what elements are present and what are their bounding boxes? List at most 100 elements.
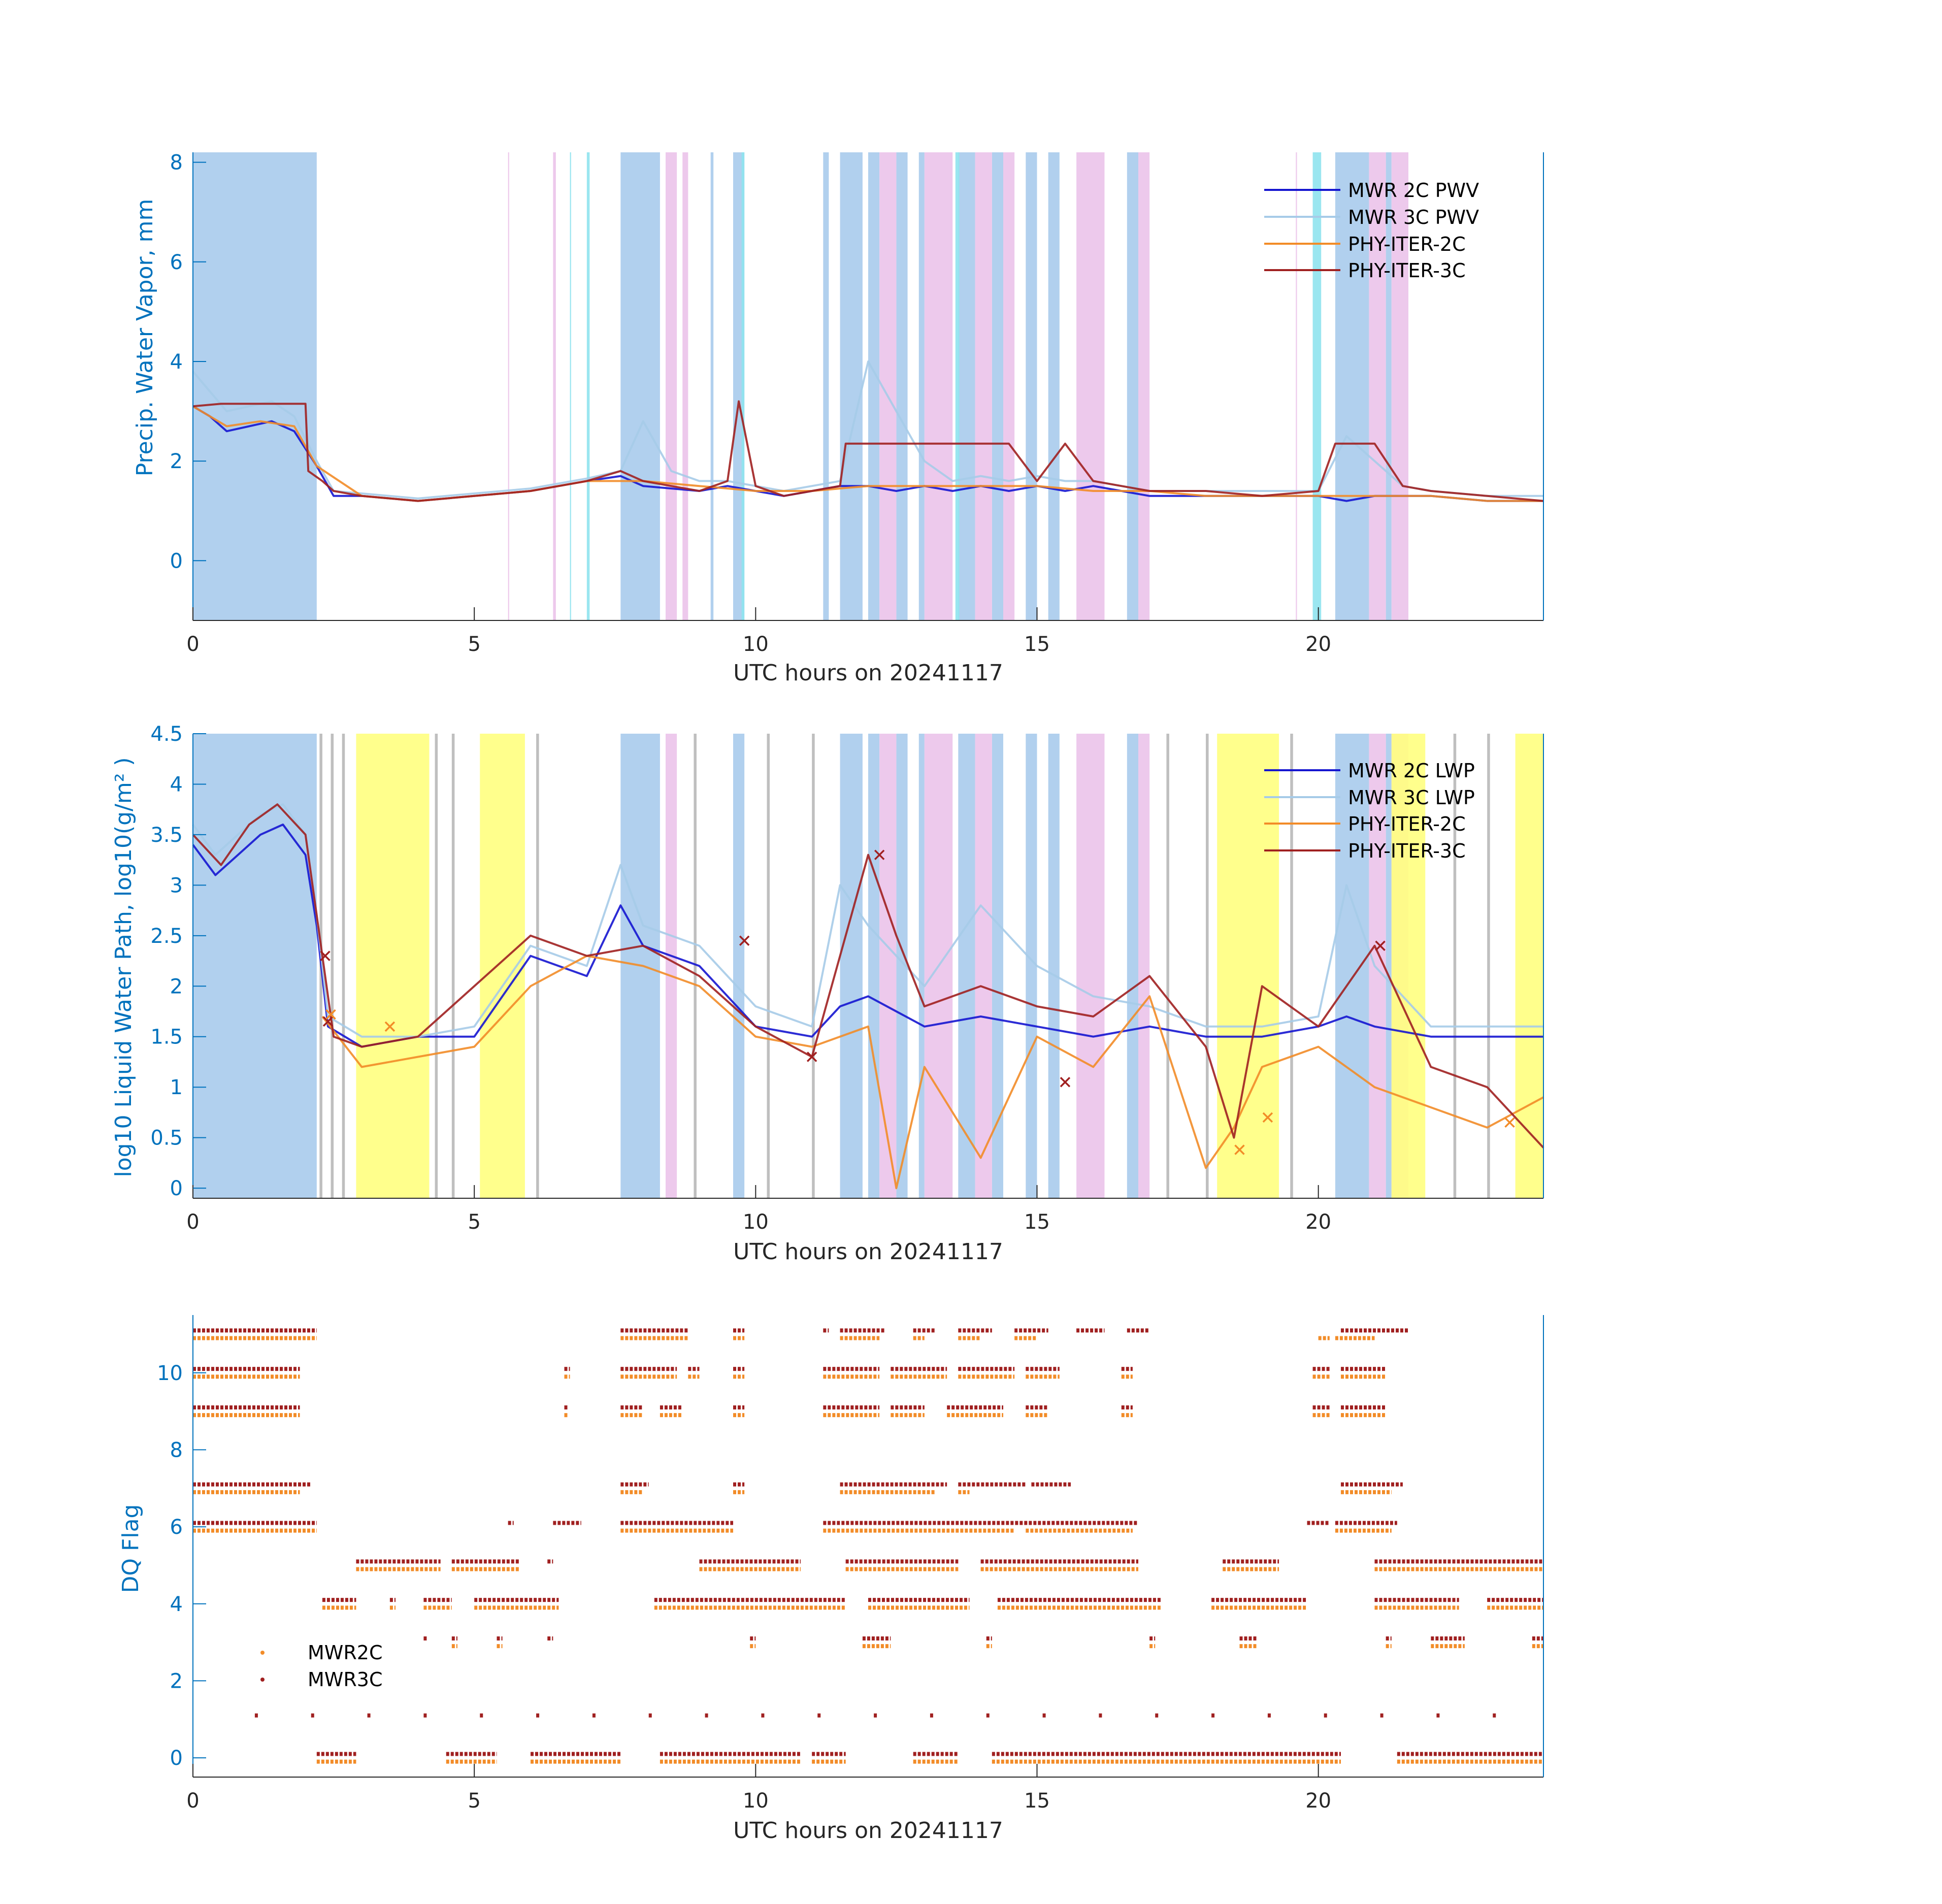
pwv-band-pink-5 [924,152,953,620]
pwv-band-blue-12 [1048,152,1060,620]
lwp-x-tick-label-1: 5 [468,1210,480,1234]
lwp-band-yellow-3 [1391,734,1426,1198]
pwv-band-pink-2 [666,152,677,620]
lwp-band-gray-10 [1206,734,1209,1198]
pwv-x-tick-label-1: 5 [468,633,480,656]
lwp-marker-0-3 [806,1052,817,1062]
lwp-band-yellow-4 [1515,734,1543,1198]
dq-x-tick-label-4: 20 [1305,1789,1331,1813]
lwp-band-gray-5 [536,734,539,1198]
lwp-band-blue-11 [1127,734,1138,1198]
lwp-axes: 0 5 10 15 20 0 0.5 1 1.5 2 2.5 3 3.5 4 4.5 [150,723,1544,1234]
lwp-x-tick-label-0: 0 [186,1210,199,1234]
lwp-band-yellow-2 [1217,734,1279,1198]
dq-x-axis-label: UTC hours on 20241117 [733,1818,1003,1844]
lwp-band-pink-5 [1138,734,1150,1198]
pwv-band-blue-7 [896,152,908,620]
pwv-band-blue-11 [1026,152,1037,620]
dq-legend-marker-mwr2c [260,1651,265,1655]
pwv-band-pink-3 [682,152,688,620]
lwp-marker-1-3 [1262,1112,1273,1123]
lwp-band-gray-4 [451,734,455,1198]
lwp-band-blue-4 [868,734,880,1198]
pwv-band-pink-6 [975,152,992,620]
pwv-band-pink-8 [1076,152,1105,620]
dq-legend-marker-mwr3c [260,1678,265,1682]
lwp-x-tick-label-2: 10 [743,1210,769,1234]
lwp-chart: 0 5 10 15 20 0 0.5 1 1.5 2 2.5 3 3.5 4 4.5 UTC hours o… [111,723,1544,1265]
pwv-chart: 0 5 10 15 20 0 2 4 6 8 UTC hours on 20241117 Prec… [132,151,1544,686]
pwv-legend-label-mwr3c: MWR 3C PWV [1348,206,1479,228]
pwv-band-blue-6 [868,152,880,620]
lwp-legend-label-phy2c: PHY-ITER-2C [1348,813,1466,835]
lwp-band-blue-6 [918,734,925,1198]
lwp-band-blue-0 [193,734,317,1198]
pwv-x-axis-label: UTC hours on 20241117 [733,660,1003,686]
lwp-band-gray-11 [1290,734,1293,1198]
pwv-band-blue-14 [1335,152,1369,620]
lwp-band-gray-12 [1453,734,1457,1198]
lwp-marker-0-2 [739,935,750,946]
pwv-band-cyan-4 [1312,152,1322,620]
lwp-band-gray-3 [435,734,438,1198]
dq-axes: 0 5 10 15 20 0 2 4 6 8 10 [157,1315,1544,1813]
pwv-band-pink-11 [1391,152,1408,620]
pwv-band-blue-1 [620,152,660,620]
dq-y-tick-label-1: 2 [170,1669,183,1693]
lwp-band-blue-2 [733,734,745,1198]
pwv-band-pink-0 [508,152,509,620]
pwv-band-blue-2 [710,152,714,620]
dq-x-tick-label-2: 10 [743,1789,769,1813]
pwv-band-blue-5 [840,152,863,620]
dq-y-tick-label-0: 0 [170,1747,183,1770]
lwp-y-tick-label-2: 1 [170,1076,183,1099]
pwv-series [192,360,1544,502]
pwv-band-cyan-2 [741,152,745,620]
lwp-marker-0-5 [1060,1077,1071,1088]
dq-y-tick-label-5: 10 [157,1362,183,1385]
dq-legend-label-mwr3c: MWR3C [308,1668,382,1691]
pwv-band-pink-7 [1003,152,1015,620]
pwv-band-blue-10 [992,152,1003,620]
dq-x-tick-label-3: 15 [1024,1789,1050,1813]
lwp-band-blue-10 [1048,734,1060,1198]
pwv-legend: MWR 2C PWV MWR 3C PWV PHY-ITER-2C PHY-IT… [1264,179,1479,282]
pwv-band-pink-10 [1369,152,1386,620]
pwv-legend-label-phy3c: PHY-ITER-3C [1348,259,1466,282]
dq-legend: MWR2C MWR3C [260,1642,382,1691]
pwv-band-blue-15 [1386,152,1392,620]
lwp-marker-0-0 [320,950,331,961]
lwp-marker-0-1 [322,1016,334,1027]
dq-y-tick-label-3: 6 [170,1516,183,1539]
pwv-y-tick-label-1: 2 [170,450,183,473]
pwv-band-cyan-3 [955,152,960,620]
pwv-series-line-3 [192,400,1544,502]
lwp-band-gray-7 [767,734,770,1198]
lwp-series-line-2 [321,955,1544,1190]
pwv-series-line-1 [192,360,1543,500]
lwp-marker-1-1 [384,1021,396,1032]
lwp-y-tick-label-6: 3 [170,874,183,897]
pwv-band-pink-12 [1296,152,1297,620]
lwp-band-gray-6 [694,734,697,1198]
dq-x-tick-label-1: 5 [468,1789,480,1813]
lwp-band-gray-1 [331,734,334,1198]
lwp-y-tick-label-1: 0.5 [150,1127,183,1150]
lwp-band-yellow-1 [480,734,525,1198]
pwv-x-tick-label-3: 15 [1024,633,1050,656]
lwp-band-pink-0 [666,734,677,1198]
lwp-shaded-bands [193,734,1543,1198]
lwp-band-gray-13 [1487,734,1490,1198]
lwp-markers [320,849,1515,1155]
pwv-band-blue-13 [1127,152,1138,620]
dq-y-tick-label-2: 4 [170,1593,183,1616]
lwp-y-tick-label-5: 2.5 [150,925,183,948]
dq-y-tick-label-4: 8 [170,1438,183,1462]
pwv-band-pink-9 [1138,152,1150,620]
pwv-y-tick-label-0: 0 [170,549,183,573]
pwv-y-axis-label: Precip. Water Vapor, mm [132,199,158,477]
lwp-x-tick-label-3: 15 [1024,1210,1050,1234]
lwp-legend-label-mwr2c: MWR 2C LWP [1348,760,1475,782]
lwp-legend-label-phy3c: PHY-ITER-3C [1348,840,1466,862]
